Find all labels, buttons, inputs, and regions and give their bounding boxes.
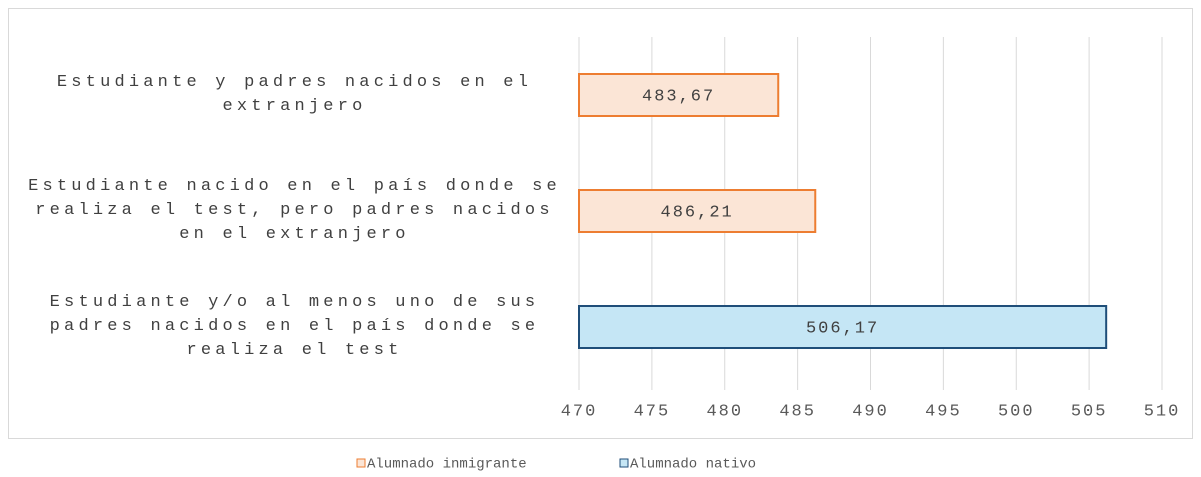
- bar: [578, 305, 1108, 349]
- data-label: 506,17: [806, 319, 879, 338]
- category-label: Estudiante y/o al menos uno de sus padre…: [49, 293, 540, 360]
- data-label: 486,21: [661, 203, 734, 222]
- x-tick-label: 485: [779, 402, 816, 421]
- x-tick-label: 505: [1071, 402, 1108, 421]
- category-label: Estudiante y padres nacidos en el extran…: [56, 73, 533, 116]
- bar: [578, 73, 780, 117]
- x-tick-label: 480: [706, 402, 743, 421]
- x-tick-label: 510: [1144, 402, 1181, 421]
- legend-label: Alumnado nativo: [630, 457, 756, 473]
- x-tick-label: 475: [634, 402, 671, 421]
- bar: [578, 189, 817, 233]
- legend-label: Alumnado inmigrante: [367, 457, 527, 473]
- x-tick-label: 495: [925, 402, 962, 421]
- data-label: 483,67: [642, 87, 715, 106]
- chart-border: [8, 8, 1193, 439]
- x-tick-label: 500: [998, 402, 1035, 421]
- legend-swatch: [619, 458, 629, 468]
- x-tick-label: 470: [561, 402, 598, 421]
- legend-swatch: [356, 458, 366, 468]
- x-tick-label: 490: [852, 402, 889, 421]
- category-label: Estudiante nacido en el país donde se re…: [28, 177, 561, 244]
